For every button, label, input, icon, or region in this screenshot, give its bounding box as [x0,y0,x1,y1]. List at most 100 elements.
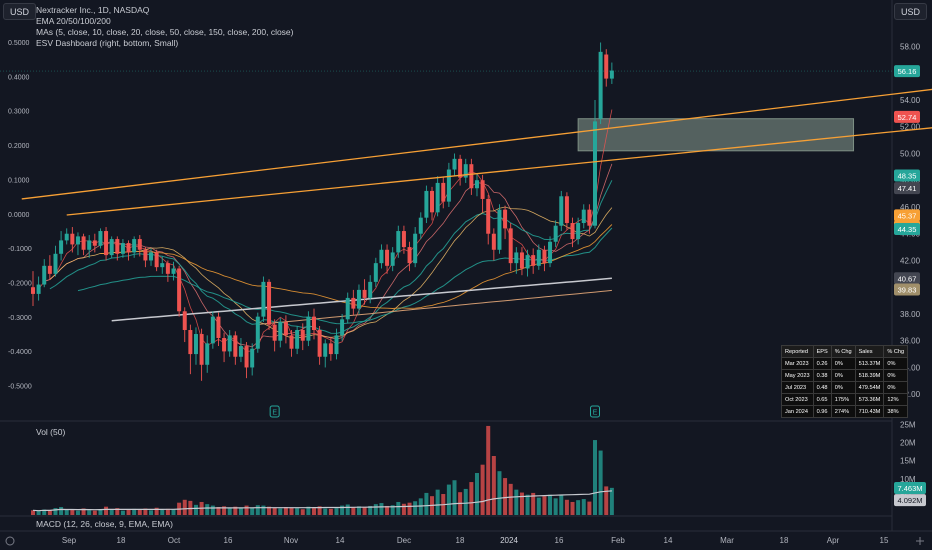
candle-down [401,231,406,248]
volume-bar [486,425,491,515]
volume-bar [70,509,75,515]
candle-down [441,182,446,202]
candle-down [351,297,356,309]
candle-up [474,180,479,189]
candle-down [604,54,609,79]
volume-bar [570,501,575,515]
price-label-box [894,169,920,182]
price-label-box [894,182,920,195]
candle-up [463,164,468,178]
volume-bar [42,509,47,515]
volume-bar [480,464,485,515]
candle-up [53,253,58,274]
volume-bar [368,505,373,515]
indicator-mas-legend[interactable]: MAs (5, close, 10, close, 20, close, 50,… [36,27,294,37]
candle-down [70,233,75,245]
table-row: Oct 2023 0.65 175% 573.36M 12% [781,393,909,406]
volume-bar [362,507,367,515]
table-cell: 0% [830,369,856,382]
earnings-marker-label: E [593,410,598,417]
candle-up [424,190,429,218]
volume-bar [205,504,210,515]
candle-down [233,335,238,357]
volume-bar [553,498,558,515]
price-label-box [894,223,920,236]
volume-bar [250,507,255,515]
table-cell: Jul 2023 [781,381,814,394]
candle-down [267,281,272,325]
table-cell: 573.36M [854,393,885,406]
candle-down [300,330,305,341]
candle-down [115,239,120,254]
candle-down [328,343,333,355]
volume-bar [115,508,120,515]
candle-up [593,121,597,226]
candle-up [536,249,541,266]
candle-up [306,316,311,341]
volume-bar [609,487,614,515]
candle-up [373,263,378,282]
volume-bar [182,499,187,515]
candle-down [385,249,390,266]
candle-down [126,243,131,253]
volume-bar [137,509,142,515]
time-axis-tick-label: Sep [62,536,77,545]
macd-pane-title[interactable]: MACD (12, 26, close, 9, EMA, EMA) [36,519,173,529]
volume-bar [345,504,350,515]
candle-up [559,196,564,226]
volume-bar [356,506,361,515]
currency-selector-right[interactable]: USD [894,3,928,20]
left-axis-tick-label: 0.5000 [8,40,30,47]
time-axis-tick-label: 16 [224,536,233,545]
table-cell: 175% [830,393,856,406]
volume-bar [171,509,176,515]
candle-down [508,228,513,264]
volume-bar [413,501,418,515]
volume-bar [474,473,479,515]
table-cell: 710.43M [854,405,885,418]
candle-up [87,240,92,250]
volume-bar [469,482,474,515]
volume-bar [75,510,80,515]
table-cell: Oct 2023 [781,393,814,406]
left-axis-tick-label: 0.3000 [8,109,30,116]
earnings-dashboard-table: Reported EPS % Chg Sales % Chg Mar 2023 … [781,345,909,418]
volume-bar [300,509,305,515]
volume-bar [92,510,97,515]
table-row: Jul 2023 0.48 0% 479.54M 0% [781,381,909,394]
table-cell: 0% [883,357,909,370]
time-axis-tick-label: Oct [168,536,181,545]
volume-bar [238,508,243,515]
volume-bar [373,504,378,515]
symbol-title: Nextracker Inc., 1D, NASDAQ [36,5,150,15]
volume-bar [261,505,266,515]
time-axis-tick-label: Feb [611,536,625,545]
currency-selector-left[interactable]: USD [3,3,37,20]
volume-axis-tick-label: 15M [900,457,916,466]
volume-ma-line [32,490,612,512]
volume-bar [328,508,333,515]
indicator-esv-legend[interactable]: ESV Dashboard (right, bottom, Small) [36,38,179,48]
ema-200-line [111,277,612,322]
table-cell: 0.96 [812,405,832,418]
candle-up [340,319,345,336]
volume-pane-title[interactable]: Vol (50) [36,427,66,437]
table-row: May 2023 0.38 0% 518.39M 0% [781,369,909,382]
indicator-ema-legend[interactable]: EMA 20/50/100/200 [36,16,111,26]
volume-bar [154,507,159,515]
price-axis-tick-label: 54.00 [900,96,921,105]
candle-up [278,321,283,341]
candle-down [31,287,35,294]
price-label-box [894,209,920,222]
volume-bar [227,507,232,515]
volume-bar [87,510,92,515]
ma-5-line [38,109,613,352]
volume-bar [149,510,154,515]
volume-bar [216,507,221,515]
volume-bar [132,508,137,515]
volume-bar [564,499,569,515]
candle-up [36,284,41,294]
price-axis-tick-label: 52.00 [900,123,921,132]
candle-down [199,334,204,365]
